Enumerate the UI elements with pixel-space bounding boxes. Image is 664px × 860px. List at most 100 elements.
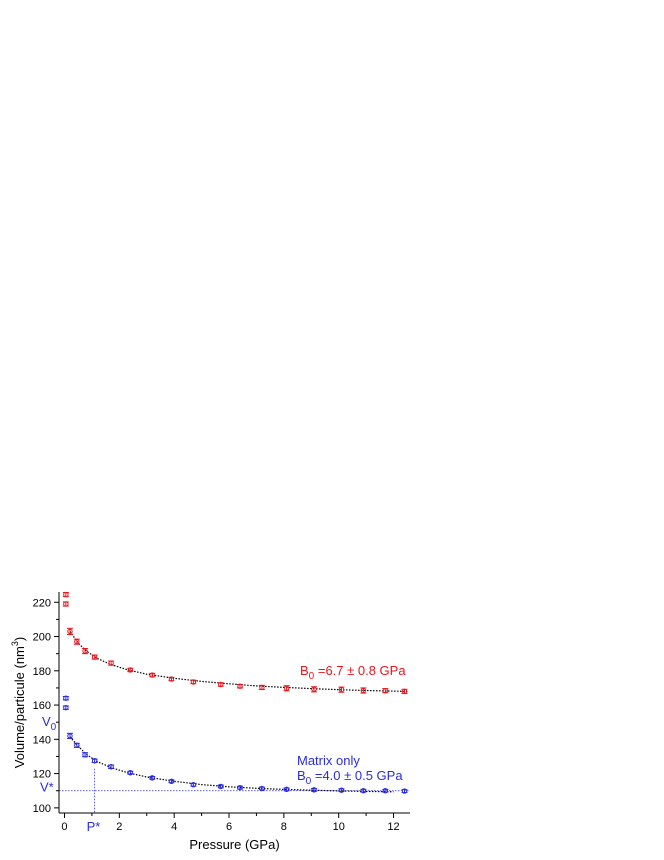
x-tick-label: 4 — [171, 821, 177, 833]
data-points — [62, 591, 408, 794]
data-point — [190, 782, 197, 788]
marker — [259, 785, 265, 792]
data-point — [311, 787, 318, 793]
marker — [311, 787, 317, 793]
data-point — [283, 685, 290, 692]
marker — [63, 591, 69, 598]
data-point — [283, 786, 290, 793]
red-b-sub: 0 — [309, 671, 315, 682]
marker — [401, 788, 408, 794]
data-point — [127, 770, 134, 776]
data-point — [73, 742, 80, 749]
marker — [338, 787, 345, 793]
data-point — [190, 679, 197, 685]
marker — [360, 687, 367, 694]
y-tick-label: 100 — [33, 803, 51, 815]
data-point — [149, 672, 156, 678]
marker — [382, 687, 389, 694]
x-tick-label: 8 — [281, 821, 287, 833]
marker — [283, 685, 290, 691]
red-bulk-modulus-annotation: B0 =6.7 ± 0.8 GPa — [300, 663, 406, 682]
data-point — [62, 601, 69, 607]
data-point — [149, 775, 156, 781]
data-point — [401, 788, 408, 794]
data-point — [217, 783, 224, 790]
red-b-value: =6.7 ± 0.8 GPa — [314, 663, 406, 678]
x-tick-label: 2 — [116, 821, 122, 833]
marker — [127, 770, 133, 776]
marker — [82, 648, 88, 654]
data-point — [338, 686, 345, 693]
y-axis-title: Volume/particule (nm3) — [10, 637, 27, 768]
data-point — [360, 788, 367, 794]
marker — [82, 752, 88, 758]
marker — [108, 764, 114, 770]
marker — [218, 783, 224, 790]
y-tick-label: 180 — [33, 666, 51, 678]
data-point — [258, 785, 265, 792]
data-point — [108, 764, 115, 770]
marker — [108, 660, 114, 666]
data-point — [236, 784, 243, 791]
red-b-prefix: B — [300, 663, 309, 678]
v-star-label: V* — [40, 780, 54, 795]
marker — [63, 695, 69, 701]
data-point — [62, 695, 69, 701]
marker — [259, 684, 265, 691]
data-point — [91, 654, 98, 660]
y-tick-label: 140 — [33, 734, 51, 746]
y-ticks: 100 120 140 160 180 200 220 — [33, 597, 59, 815]
x-tick-label: 10 — [333, 821, 345, 833]
data-point — [217, 681, 224, 688]
data-point — [82, 752, 89, 758]
x-ticks: 0 2 4 6 8 10 12 — [61, 813, 400, 833]
marker — [63, 601, 69, 607]
marker — [91, 758, 98, 764]
marker — [237, 784, 243, 791]
v0-label-main: V — [42, 714, 51, 729]
data-point — [382, 788, 389, 794]
marker — [237, 683, 243, 689]
marker — [168, 778, 175, 785]
marker — [401, 688, 408, 695]
data-point — [338, 787, 345, 793]
fit-curve — [69, 631, 408, 692]
data-point — [311, 686, 318, 693]
x-tick-label: 0 — [61, 821, 67, 833]
data-point — [62, 704, 69, 711]
data-point — [382, 687, 389, 694]
marker — [311, 686, 317, 693]
fit-curve — [69, 736, 394, 793]
data-point — [82, 648, 89, 655]
y-tick-label: 160 — [33, 700, 51, 712]
marker — [360, 788, 367, 794]
data-point — [66, 732, 73, 739]
data-point — [108, 660, 115, 666]
y-axis-title-main: Volume/particule (nm — [12, 646, 27, 768]
marker — [283, 786, 290, 793]
axes — [58, 592, 410, 814]
marker — [190, 782, 197, 788]
data-point — [66, 627, 73, 635]
data-point — [73, 638, 80, 645]
marker — [63, 704, 69, 711]
y-tick-label: 120 — [33, 769, 51, 781]
matrix-only-annotation: Matrix only — [297, 753, 360, 768]
data-point — [91, 758, 98, 764]
data-point — [360, 687, 367, 694]
y-axis-title-sup: 3 — [10, 641, 20, 646]
data-point — [168, 676, 175, 682]
blue-b-prefix: B — [297, 768, 306, 783]
marker — [190, 679, 197, 685]
data-point — [236, 683, 243, 689]
marker — [382, 788, 389, 794]
blue-bulk-modulus-annotation: B0 =4.0 ± 0.5 GPa — [297, 768, 403, 787]
marker — [91, 654, 98, 660]
data-point — [258, 684, 265, 691]
p-star-label: P* — [87, 819, 101, 834]
marker — [74, 742, 80, 749]
marker — [149, 672, 155, 678]
marker — [168, 676, 175, 682]
y-tick-label: 200 — [33, 632, 51, 644]
